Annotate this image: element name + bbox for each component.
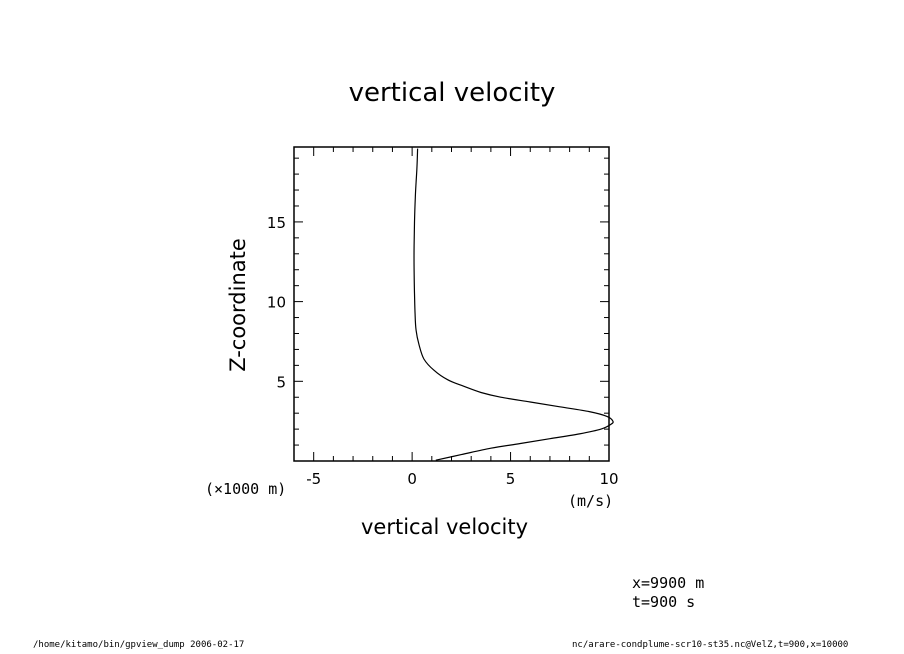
y-tick-label: 15 bbox=[267, 214, 286, 232]
axis-tick-labels: -5 0 5 10 5 10 15 bbox=[267, 214, 619, 488]
y-axis-unit: (×1000 m) bbox=[205, 480, 287, 498]
info-time: t=900 s bbox=[632, 593, 696, 611]
x-tick-label: 0 bbox=[407, 470, 417, 488]
plot-frame bbox=[293, 146, 610, 462]
axis-ticks bbox=[293, 147, 610, 461]
y-tick-label: 10 bbox=[267, 294, 286, 312]
y-tick-label: 5 bbox=[276, 373, 286, 391]
footer-right: nc/arare-condplume-scr10-st35.nc@VelZ,t=… bbox=[572, 640, 849, 650]
footer-left: /home/kitamo/bin/gpview_dump 2006-02-17 bbox=[33, 640, 245, 650]
x-tick-label: 5 bbox=[506, 470, 516, 488]
chart-title: vertical velocity bbox=[348, 78, 556, 108]
x-axis-unit: (m/s) bbox=[568, 492, 614, 510]
series-line bbox=[413, 148, 614, 461]
info-x-position: x=9900 m bbox=[632, 574, 705, 592]
x-tick-label: -5 bbox=[306, 470, 321, 488]
x-tick-label: 10 bbox=[599, 470, 618, 488]
x-axis-label: vertical velocity bbox=[361, 515, 529, 539]
y-axis-label: Z-coordinate bbox=[226, 238, 250, 372]
